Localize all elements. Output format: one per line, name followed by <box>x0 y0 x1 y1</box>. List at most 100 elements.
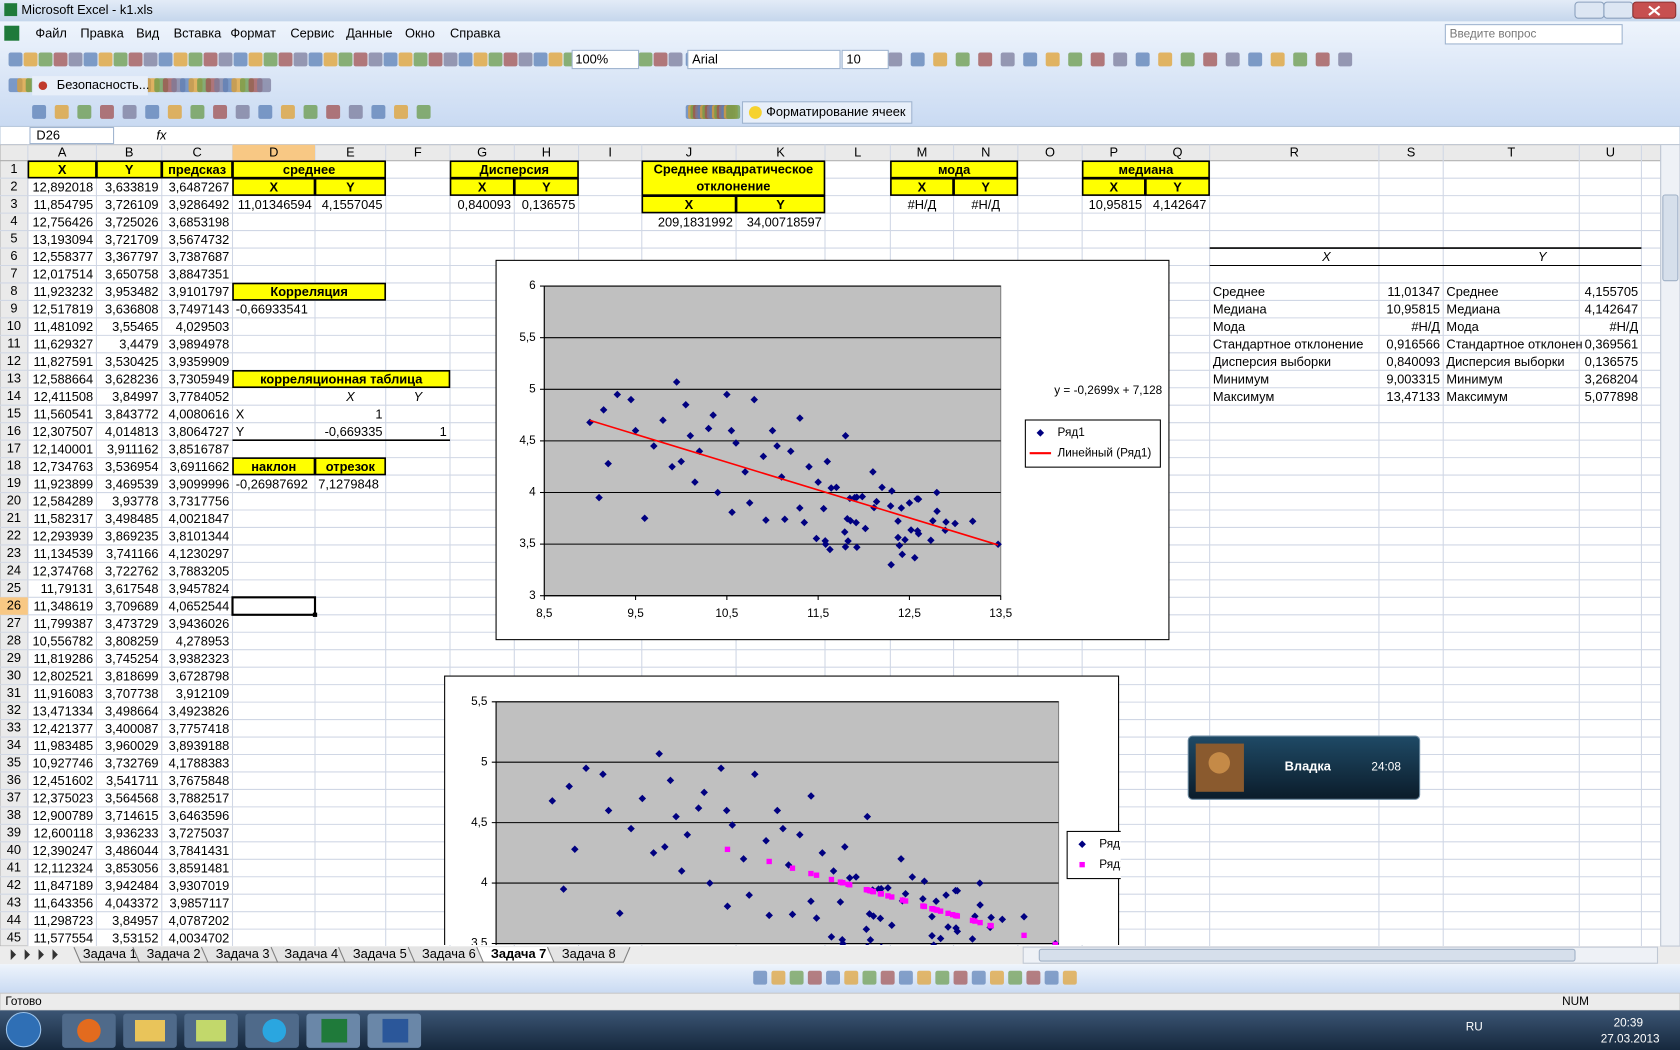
column-header[interactable]: J <box>686 145 692 160</box>
cell[interactable]: 12,451602 <box>32 773 93 788</box>
cell[interactable]: 3,741166 <box>106 546 159 561</box>
column-header[interactable]: P <box>1109 145 1118 160</box>
stats-label[interactable]: Медиана <box>1446 302 1501 317</box>
cell[interactable]: 3,869235 <box>105 529 159 544</box>
row-header[interactable]: 5 <box>10 231 17 246</box>
toolbar-button[interactable] <box>203 52 218 67</box>
cell[interactable]: 12,558377 <box>32 249 93 264</box>
toolbar-button[interactable] <box>263 52 278 67</box>
column-header[interactable]: T <box>1507 145 1515 160</box>
toolbar-button[interactable] <box>428 52 443 67</box>
cell[interactable]: 3,400087 <box>105 721 159 736</box>
toolbar-button[interactable] <box>416 105 431 119</box>
stats-header[interactable]: X <box>1321 249 1331 264</box>
cell[interactable]: 3,714615 <box>105 808 159 823</box>
security-button[interactable] <box>32 76 148 96</box>
drawing-tool[interactable] <box>917 970 932 985</box>
toolbar-button[interactable] <box>638 52 653 67</box>
cell[interactable]: 3,7317756 <box>169 494 230 509</box>
block-value[interactable]: 34,00718597 <box>747 214 822 229</box>
block-header[interactable]: наклон <box>251 459 296 474</box>
drawing-tool[interactable] <box>1026 970 1041 985</box>
cell[interactable]: 3,498485 <box>105 511 159 526</box>
stats-label[interactable]: Минимум <box>1446 371 1502 386</box>
cell[interactable]: 3,617548 <box>105 581 159 596</box>
cell[interactable]: 3,721709 <box>105 232 159 247</box>
stats-label[interactable]: Среднее <box>1446 284 1498 299</box>
column-header[interactable]: Q <box>1173 145 1183 160</box>
toolbar-button[interactable] <box>213 105 228 119</box>
drawing-tool[interactable] <box>971 970 986 985</box>
row-header[interactable]: 36 <box>7 772 21 787</box>
toolbar-button[interactable] <box>122 105 137 119</box>
toolbar-button[interactable] <box>280 105 295 119</box>
cell[interactable]: 3,9857117 <box>170 895 230 910</box>
menu-item[interactable]: Сервис <box>290 26 335 41</box>
cell[interactable]: 12,411508 <box>33 389 93 404</box>
toolbar-button[interactable] <box>1338 52 1353 67</box>
cell[interactable]: 3,7497143 <box>169 302 230 317</box>
cell[interactable]: 4,0021847 <box>169 511 230 526</box>
cell[interactable]: 3,7387687 <box>169 249 230 264</box>
cell[interactable]: 3,6911662 <box>170 459 230 474</box>
cell[interactable]: 3,7757418 <box>169 721 230 736</box>
column-header[interactable]: C <box>193 145 202 160</box>
video-widget[interactable] <box>1187 735 1421 800</box>
cell[interactable]: 3,942484 <box>105 878 159 893</box>
stats-header[interactable]: Y <box>1538 249 1548 264</box>
toolbar-button[interactable] <box>68 52 83 67</box>
toolbar-button[interactable] <box>293 52 308 67</box>
cell[interactable]: 3,843772 <box>105 406 159 421</box>
row-header[interactable]: 12 <box>7 353 21 368</box>
cell[interactable]: 12,517819 <box>32 302 93 317</box>
drawing-tool[interactable] <box>844 970 859 985</box>
menu-item[interactable]: Правка <box>80 26 124 41</box>
cell[interactable]: 3,912109 <box>176 686 230 701</box>
block-header[interactable]: Y <box>1173 179 1182 194</box>
row-header[interactable]: 3 <box>10 196 17 211</box>
block-title[interactable]: среднее <box>283 162 335 177</box>
toolbar-button[interactable] <box>368 52 383 67</box>
row-header[interactable]: 9 <box>10 301 17 316</box>
toolbar-button[interactable] <box>1090 52 1105 67</box>
menu-item[interactable]: Формат <box>230 26 276 41</box>
stats-value[interactable]: 9,003315 <box>1386 371 1440 386</box>
cell[interactable]: 11,560541 <box>33 406 93 421</box>
column-header[interactable]: N <box>981 145 990 160</box>
block-value[interactable]: 7,1279848 <box>318 476 379 491</box>
menu-item[interactable]: Вид <box>136 26 160 41</box>
sheet-tab[interactable] <box>547 946 631 963</box>
cell[interactable]: 3,9101797 <box>169 284 230 299</box>
toolbar-button[interactable] <box>1203 52 1218 67</box>
stats-value[interactable]: 0,369561 <box>1585 337 1639 352</box>
cell[interactable]: 12,802521 <box>32 668 93 683</box>
block-value[interactable]: 11,01346594 <box>238 197 312 212</box>
toolbar-button[interactable] <box>308 52 323 67</box>
stats-value[interactable]: #Н/Д <box>1610 319 1639 334</box>
cell[interactable]: 3,9436026 <box>169 616 230 631</box>
block-header[interactable]: Y <box>346 179 355 194</box>
cell[interactable]: 3,469539 <box>105 476 159 491</box>
font-box[interactable] <box>687 49 841 70</box>
cell[interactable]: 3,473729 <box>105 616 159 631</box>
cell[interactable]: 4,1788383 <box>169 756 230 771</box>
cell[interactable]: 3,960029 <box>105 738 159 753</box>
corr-value[interactable]: -0,669335 <box>325 424 383 439</box>
cell[interactable]: 3,745254 <box>105 651 159 666</box>
cell[interactable]: 3,8064727 <box>169 424 230 439</box>
cell[interactable]: 3,9894978 <box>169 337 230 352</box>
row-header[interactable]: 38 <box>7 807 21 822</box>
row-header[interactable]: 28 <box>7 632 21 647</box>
toolbar-button[interactable] <box>1270 52 1285 67</box>
cell[interactable]: 3,367797 <box>105 249 159 264</box>
drawing-tool[interactable] <box>753 970 768 985</box>
cell[interactable]: 12,734763 <box>32 459 93 474</box>
block-title[interactable]: Дисперсия <box>480 162 549 177</box>
column-header[interactable]: D <box>269 145 278 160</box>
stats-value[interactable]: 0,136575 <box>1585 354 1639 369</box>
format-cells-button[interactable] <box>741 101 913 124</box>
toolbar-button[interactable] <box>910 52 925 67</box>
drawing-tool[interactable] <box>935 970 950 985</box>
cell[interactable]: 3,53152 <box>112 930 158 945</box>
cell[interactable]: 11,298723 <box>33 913 93 928</box>
